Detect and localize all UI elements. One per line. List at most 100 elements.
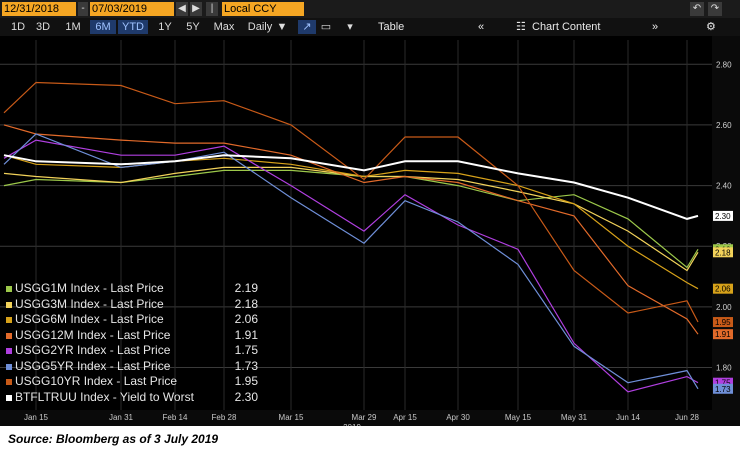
x-tick-label: Mar 15	[279, 413, 304, 422]
legend-last-value: 2.18	[234, 296, 258, 311]
period-max-button[interactable]: Max	[213, 21, 235, 33]
series-line-usgg12m	[3, 124, 699, 335]
legend-series-name: USGG1M Index - Last Price	[15, 281, 164, 295]
x-axis-label: 2019	[343, 423, 361, 426]
x-tick-label: Jun 28	[675, 413, 700, 422]
legend-series-name: USGG10YR Index - Last Price	[15, 374, 178, 388]
period-1m-button[interactable]: 1M	[65, 21, 81, 33]
currency-separator: |	[206, 2, 218, 16]
legend-last-value: 2.06	[234, 312, 258, 326]
last-value-badge	[713, 317, 733, 328]
legend-swatch	[6, 363, 12, 370]
y-tick-label: 2.60	[716, 121, 732, 130]
last-value-badge	[713, 383, 733, 394]
period-1y-button[interactable]: 1Y	[158, 21, 172, 33]
legend-last-value: 1.91	[234, 327, 258, 342]
last-value-badge	[713, 247, 733, 258]
x-tick-label: May 15	[505, 413, 532, 422]
legend-row[interactable]: USGG12M Index - Last Price 1.91	[6, 328, 258, 344]
series-line-usgg10yr	[3, 81, 699, 323]
period-3d-button[interactable]: 3D	[35, 21, 51, 33]
y-tick-label: 2.40	[716, 182, 732, 191]
chevron-left-icon[interactable]: ◀	[176, 2, 188, 16]
legend-last-value: 2.19	[234, 281, 258, 295]
legend-row[interactable]: USGG10YR Index - Last Price 1.95	[6, 374, 258, 390]
y-axis-strip	[712, 36, 740, 426]
source-caption: Source: Bloomberg as of 3 July 2019	[8, 432, 219, 446]
y-tick-label: 2.00	[716, 303, 732, 312]
chevron-down-icon[interactable]: ▼	[276, 21, 288, 33]
legend-series-name: BTFLTRUU Index - Yield to Worst	[15, 389, 194, 404]
start-date-field[interactable]: 12/31/2018	[2, 2, 76, 16]
last-value-badge	[713, 283, 733, 294]
redo-icon[interactable]: ↷	[708, 2, 722, 16]
period-1d-button[interactable]: 1D	[10, 21, 26, 33]
legend-row[interactable]: USGG3M Index - Last Price 2.18	[6, 297, 258, 313]
x-tick-label: Apr 15	[393, 413, 417, 422]
legend-swatch	[6, 332, 12, 339]
undo-icon[interactable]: ↶	[690, 2, 704, 16]
legend: USGG1M Index - Last Price 2.19 USGG3M Inde…	[6, 281, 258, 405]
chevron-right-icon[interactable]: ▶	[190, 2, 202, 16]
last-value-label: 1.95	[715, 318, 731, 327]
legend-swatch	[6, 317, 12, 323]
last-value-label: 1.75	[715, 379, 731, 388]
period-toolbar: 1D 3D 1M 6M YTD 1Y 5Y Max Daily ▼ ↗ ▭ ▾ …	[0, 18, 740, 37]
end-date-field[interactable]: 07/03/2019	[90, 2, 174, 16]
period-ytd-button[interactable]: YTD	[118, 20, 148, 34]
x-tick-label: Mar 29	[352, 413, 377, 422]
last-value-label: 2.30	[715, 212, 731, 221]
date-toolbar: 12/31/2018 - 07/03/2019 ◀ ▶ | Local CCY …	[0, 0, 740, 18]
series-line-usgg2yr	[3, 139, 699, 393]
legend-row[interactable]: USGG2YR Index - Last Price 1.75	[6, 343, 258, 359]
x-tick-label: Apr 30	[446, 413, 470, 422]
legend-row[interactable]: BTFLTRUU Index - Yield to Worst 2.30	[6, 390, 258, 406]
line-chart-icon[interactable]: ↗	[298, 20, 316, 34]
series-line-usgg5yr	[3, 133, 699, 390]
chart-content-button[interactable]: Chart Content	[532, 21, 601, 33]
x-axis-strip	[0, 410, 740, 426]
gear-icon[interactable]: ⚙	[706, 21, 716, 33]
series-line-btfltruu	[3, 154, 699, 220]
last-value-badge	[713, 210, 733, 221]
bar-chart-icon[interactable]: ▭	[320, 21, 332, 33]
legend-last-value: 2.30	[234, 389, 258, 404]
legend-series-name: USGG6M Index - Last Price	[15, 312, 164, 326]
chevron-down-small-icon[interactable]: ▾	[347, 21, 353, 33]
last-value-badge	[713, 329, 733, 340]
legend-series-name: USGG3M Index - Last Price	[15, 296, 164, 311]
legend-last-value: 1.75	[234, 343, 258, 357]
date-separator: -	[78, 2, 88, 16]
x-tick-label: Jan 15	[24, 413, 49, 422]
table-button[interactable]: Table	[378, 21, 405, 33]
legend-last-value: 1.95	[234, 374, 258, 388]
legend-last-value: 1.73	[234, 358, 258, 373]
last-value-label: 2.06	[715, 285, 731, 294]
legend-row[interactable]: USGG5YR Index - Last Price 1.73	[6, 359, 258, 375]
chart-content-icon: ☷	[516, 21, 526, 33]
legend-series-name: USGG12M Index - Last Price	[15, 327, 171, 342]
last-value-label: 2.18	[715, 248, 731, 257]
period-6m-button[interactable]: 6M	[90, 20, 116, 34]
legend-swatch	[6, 286, 12, 292]
last-value-badge	[713, 377, 733, 388]
series-line-usgg3m	[3, 166, 699, 272]
x-tick-label: Jan 31	[109, 413, 134, 422]
last-value-label: 1.73	[715, 385, 731, 394]
y-tick-label: 1.80	[716, 364, 732, 373]
legend-row[interactable]: USGG6M Index - Last Price 2.06	[6, 312, 258, 328]
legend-series-name: USGG2YR Index - Last Price	[15, 343, 171, 357]
currency-field[interactable]: Local CCY	[222, 2, 304, 16]
legend-series-name: USGG5YR Index - Last Price	[15, 358, 171, 373]
x-tick-label: Jun 14	[616, 413, 641, 422]
frequency-dropdown[interactable]: Daily	[247, 21, 273, 33]
legend-swatch	[6, 301, 12, 308]
expand-icon[interactable]: »	[652, 21, 659, 33]
collapse-icon[interactable]: «	[478, 21, 485, 33]
legend-row[interactable]: USGG1M Index - Last Price 2.19	[6, 281, 258, 297]
legend-swatch	[6, 348, 12, 354]
period-5y-button[interactable]: 5Y	[186, 21, 200, 33]
